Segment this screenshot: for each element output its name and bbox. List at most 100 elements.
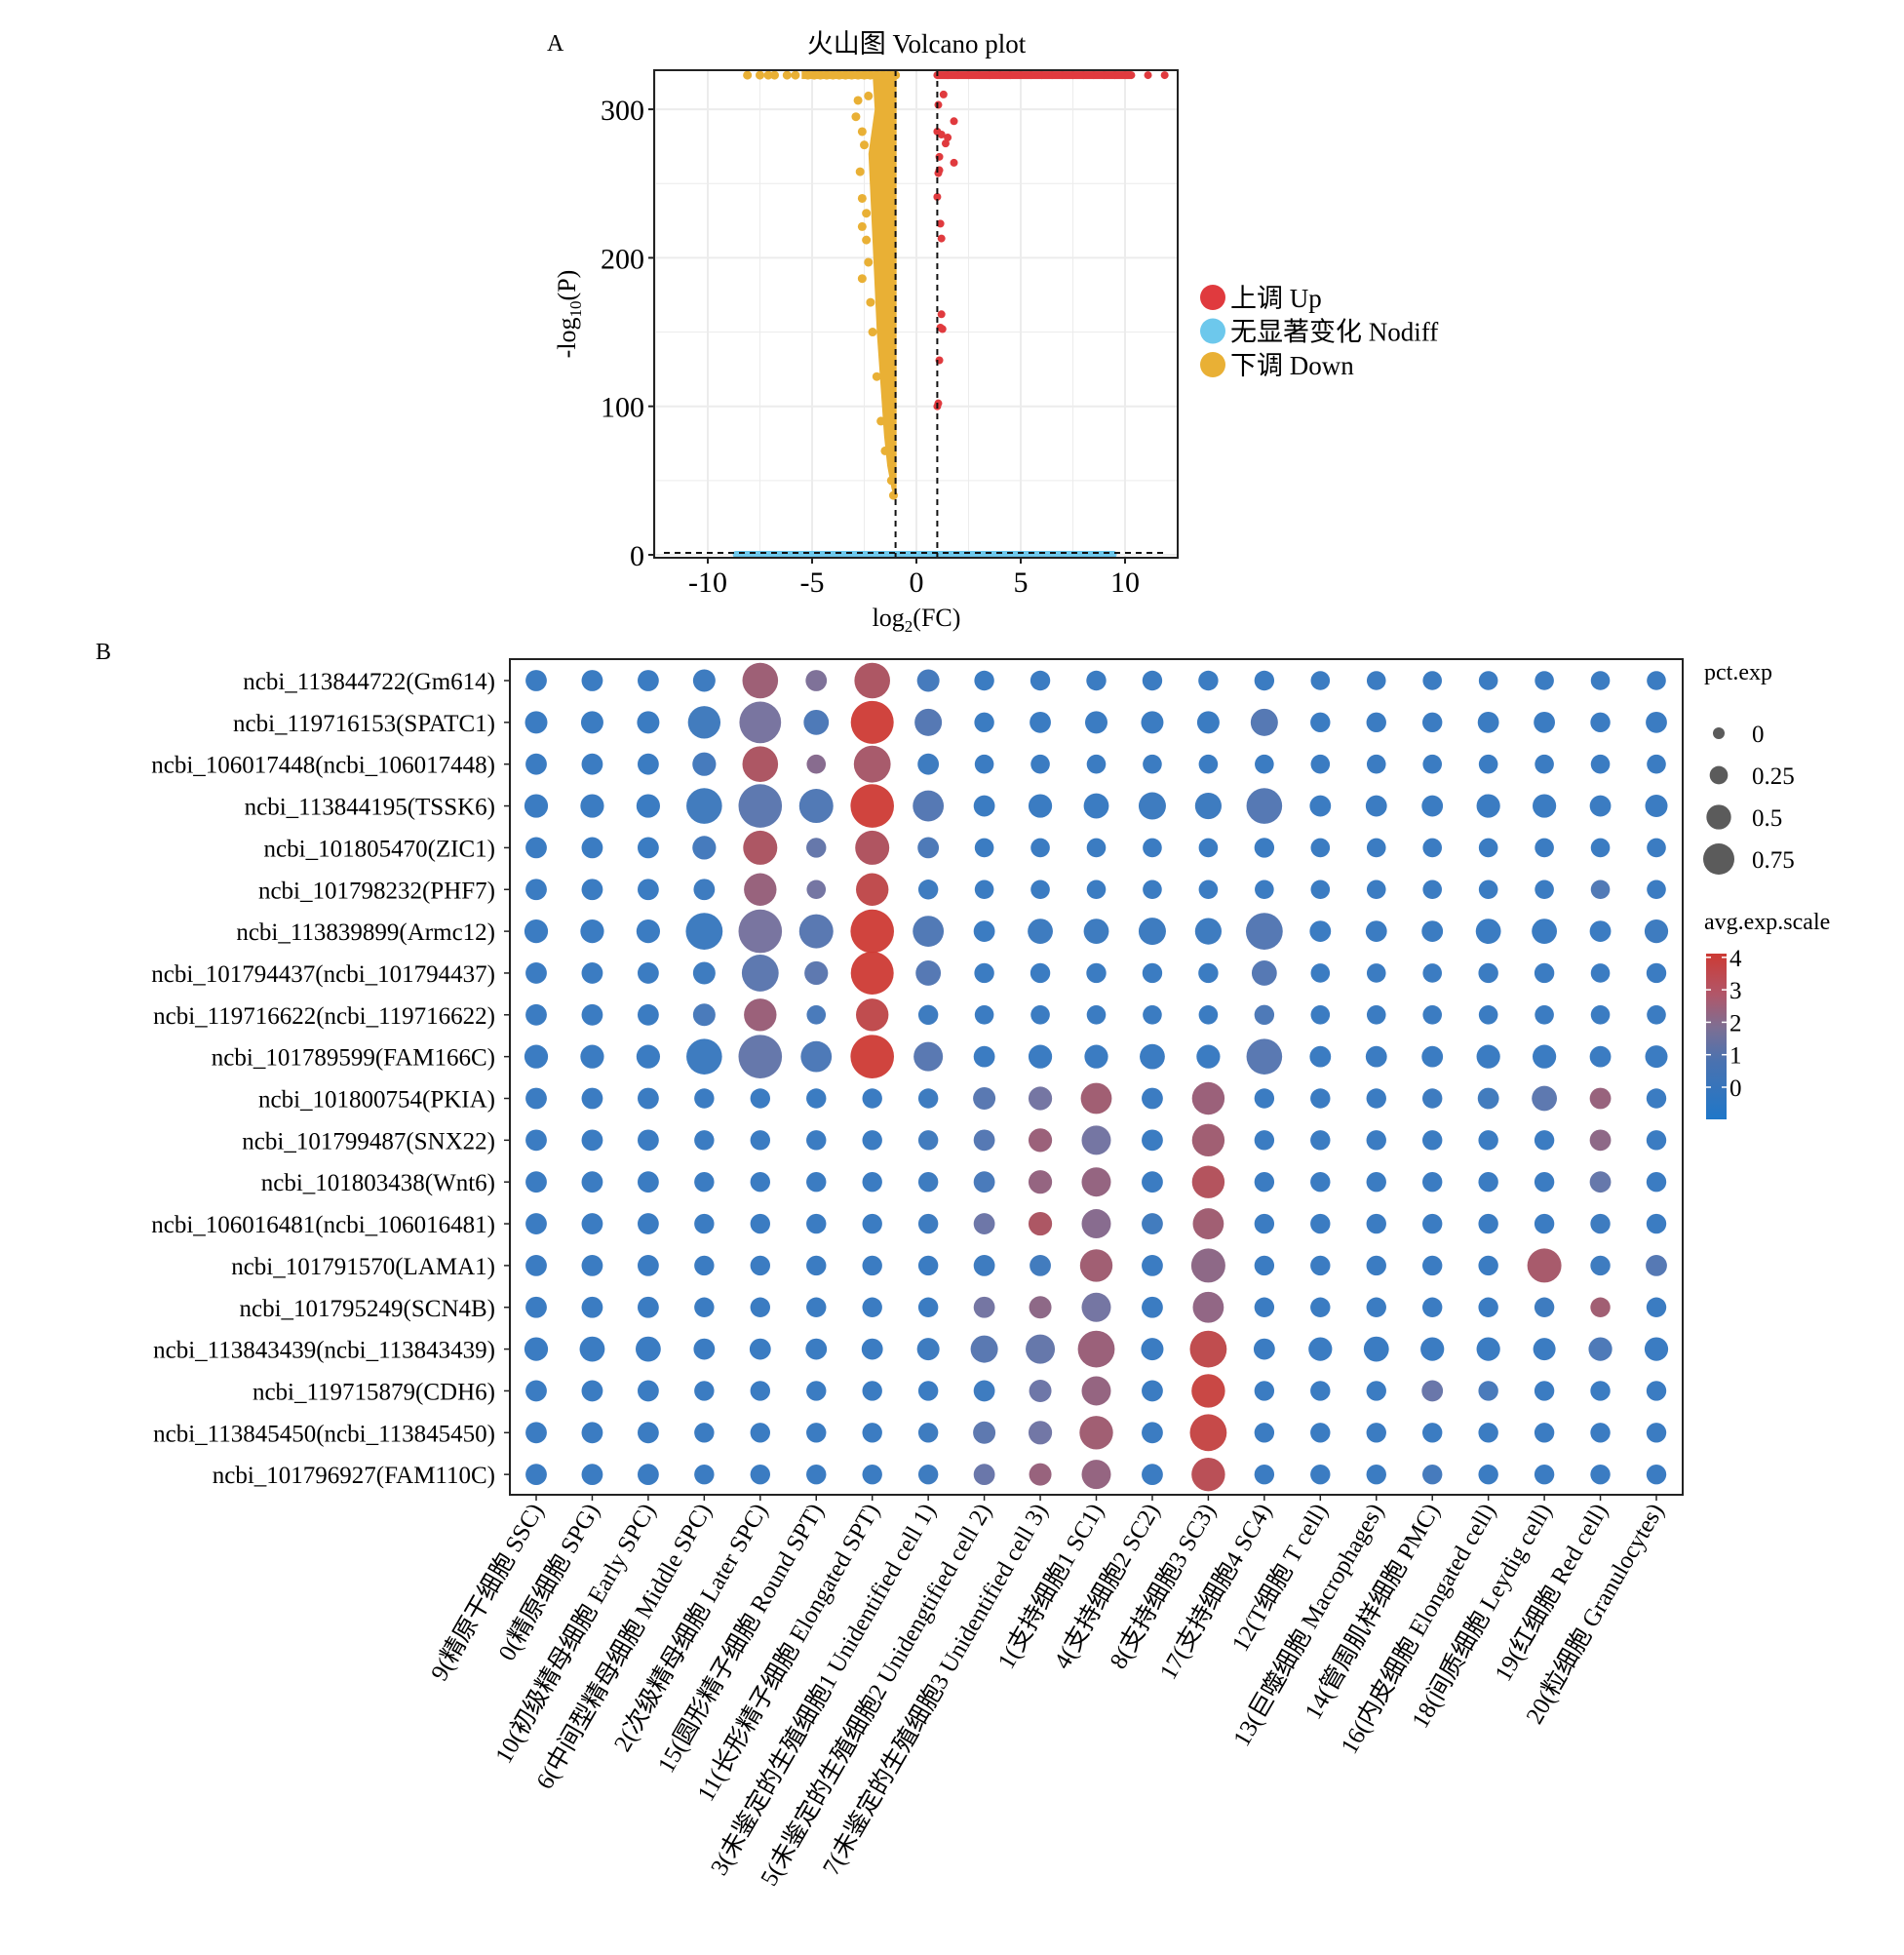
- dot-11-18: [1534, 1130, 1555, 1151]
- dot-7-15: [1366, 963, 1386, 983]
- volcano-x-tick-label: -10: [688, 567, 727, 599]
- dot-15-6: [862, 1297, 882, 1317]
- dot-12-19: [1589, 1171, 1612, 1193]
- dot-19-13: [1254, 1464, 1275, 1485]
- dot-9-2: [636, 1044, 661, 1069]
- panel-label-b: B: [96, 640, 111, 665]
- dot-5-3: [693, 879, 716, 901]
- dot-13-8: [973, 1213, 995, 1234]
- dot-18-8: [973, 1421, 996, 1444]
- dot-9-11: [1140, 1043, 1165, 1070]
- dot-1-10: [1085, 711, 1107, 734]
- dot-16-16: [1420, 1337, 1445, 1361]
- color-bar-tick-label: 1: [1729, 1043, 1742, 1070]
- dot-4-0: [525, 837, 547, 859]
- dot-19-5: [806, 1464, 827, 1485]
- volcano-down-top-band: [801, 71, 896, 80]
- dot-17-13: [1254, 1381, 1275, 1401]
- volcano-point-up: [1144, 71, 1152, 80]
- dot-5-17: [1478, 880, 1498, 900]
- dot-19-6: [862, 1464, 882, 1485]
- dot-19-9: [1029, 1463, 1052, 1486]
- dot-16-11: [1141, 1338, 1164, 1361]
- volcano-point-down: [880, 446, 890, 455]
- legend-swatch-up: [1200, 285, 1225, 310]
- dot-14-4: [750, 1255, 770, 1276]
- dot-14-2: [638, 1255, 659, 1276]
- dot-2-4: [742, 746, 779, 782]
- dot-8-10: [1086, 1005, 1107, 1025]
- dot-17-3: [694, 1381, 715, 1401]
- dot-17-19: [1590, 1381, 1611, 1401]
- dot-0-6: [854, 662, 890, 699]
- dot-19-1: [581, 1464, 603, 1486]
- dot-18-15: [1366, 1423, 1386, 1443]
- dot-16-10: [1077, 1330, 1115, 1368]
- size-legend-label: 0.25: [1752, 763, 1795, 790]
- dot-2-2: [638, 753, 659, 775]
- dot-6-12: [1194, 918, 1222, 945]
- dot-5-9: [1030, 880, 1050, 900]
- dot-17-9: [1029, 1379, 1052, 1402]
- dot-4-14: [1310, 838, 1331, 858]
- dot-14-7: [917, 1255, 939, 1276]
- volcano-point-down: [866, 297, 875, 307]
- size-legend-label: 0.75: [1752, 847, 1795, 874]
- dot-9-4: [738, 1035, 783, 1078]
- dot-8-19: [1590, 1005, 1611, 1025]
- dot-7-18: [1534, 962, 1555, 984]
- dot-0-3: [692, 669, 716, 692]
- volcano-plot: 火山图 Volcano plot -10 -5 0 5 10 0 100 200 300 lo…: [553, 29, 1438, 636]
- dot-11-11: [1142, 1129, 1163, 1152]
- dot-9-17: [1476, 1044, 1500, 1069]
- dot-4-15: [1366, 838, 1386, 858]
- volcano-point-up: [933, 192, 942, 201]
- dot-2-8: [974, 754, 994, 774]
- gene-label: ncbi_101789599(FAM166C): [212, 1045, 495, 1072]
- dot-3-4: [738, 784, 783, 828]
- dot-17-18: [1534, 1381, 1555, 1401]
- dot-8-17: [1478, 1005, 1498, 1025]
- dot-8-4: [744, 998, 777, 1032]
- dot-12-20: [1646, 1172, 1667, 1193]
- dot-19-20: [1646, 1464, 1667, 1485]
- volcano-point-up: [1127, 71, 1136, 80]
- dot-12-5: [806, 1172, 827, 1193]
- dot-1-9: [1030, 711, 1051, 733]
- dot-8-14: [1310, 1005, 1331, 1025]
- dot-4-7: [917, 837, 940, 859]
- dot-3-14: [1309, 795, 1332, 817]
- dot-16-1: [579, 1336, 605, 1362]
- dot-15-7: [917, 1297, 939, 1317]
- dot-5-16: [1422, 880, 1442, 900]
- dot-6-9: [1028, 919, 1053, 944]
- volcano-point-up: [934, 100, 943, 109]
- dot-9-14: [1309, 1045, 1332, 1068]
- dot-17-10: [1081, 1376, 1111, 1406]
- dot-6-20: [1644, 919, 1669, 944]
- dot-9-8: [973, 1045, 995, 1068]
- dot-7-14: [1310, 963, 1331, 983]
- dot-10-20: [1646, 1088, 1667, 1109]
- dot-8-13: [1254, 1004, 1275, 1026]
- dot-12-15: [1366, 1172, 1386, 1193]
- size-legend-dot: [1703, 843, 1734, 875]
- dot-6-1: [580, 919, 604, 944]
- dot-14-0: [525, 1255, 547, 1276]
- dot-4-18: [1535, 838, 1554, 858]
- dot-16-20: [1644, 1337, 1669, 1361]
- dot-2-19: [1590, 754, 1611, 774]
- dot-19-16: [1422, 1464, 1443, 1485]
- dot-13-10: [1081, 1209, 1111, 1239]
- dot-3-5: [798, 789, 834, 824]
- dot-3-9: [1028, 794, 1053, 818]
- dot-9-1: [580, 1044, 604, 1069]
- dot-1-6: [850, 700, 894, 744]
- dot-14-9: [1030, 1255, 1051, 1276]
- dot-9-10: [1084, 1044, 1108, 1069]
- dot-5-14: [1310, 880, 1331, 900]
- dot-15-4: [750, 1297, 770, 1317]
- gene-label: ncbi_101803438(Wnt6): [261, 1170, 495, 1196]
- dot-7-3: [692, 961, 716, 985]
- dot-14-3: [694, 1255, 715, 1276]
